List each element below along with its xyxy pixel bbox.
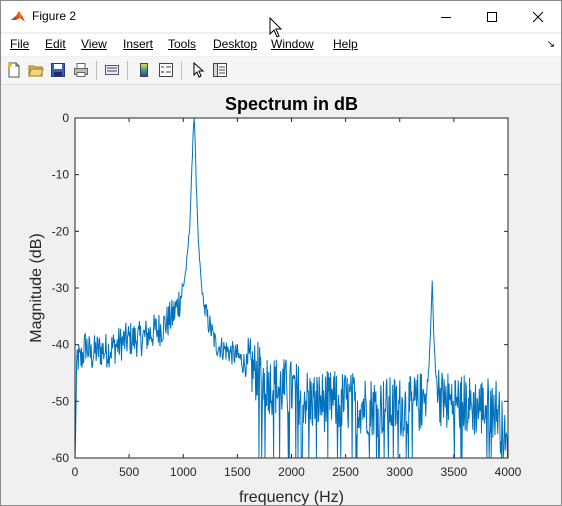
maximize-icon (486, 11, 498, 23)
figure-toolbar (1, 57, 561, 85)
save-button[interactable] (48, 60, 68, 80)
y-tick-label: -30 (52, 281, 70, 295)
menu-help[interactable]: Help (333, 37, 358, 51)
x-tick-label: 4000 (495, 465, 522, 479)
menu-view[interactable]: View (81, 37, 107, 51)
close-button[interactable] (515, 1, 561, 32)
legend-button[interactable] (156, 60, 176, 80)
y-tick-label: -50 (52, 394, 70, 408)
menu-edit[interactable]: Edit (45, 37, 66, 51)
menu-insert[interactable]: Insert (123, 37, 153, 51)
x-tick-label: 1000 (170, 465, 197, 479)
minimize-icon (440, 11, 452, 23)
toolbar-separator (127, 61, 128, 80)
menu-tools[interactable]: Tools (168, 37, 196, 51)
x-tick-label: 1500 (224, 465, 251, 479)
legend-icon (158, 62, 174, 78)
minimize-button[interactable] (423, 1, 469, 32)
menu-file[interactable]: File (10, 37, 29, 51)
figure-canvas[interactable]: 0 500 1000 1500 2000 2500 3000 3500 4000 0 -10 -20 -… (1, 85, 561, 505)
window-title: Figure 2 (32, 9, 76, 23)
y-axis-label: Magnitude (dB) (28, 233, 45, 342)
link-plot-button[interactable] (102, 60, 122, 80)
new-figure-icon (6, 62, 22, 78)
close-icon (532, 11, 544, 23)
edit-plot-button[interactable] (188, 60, 208, 80)
menu-desktop[interactable]: Desktop (213, 37, 257, 51)
link-plot-icon (104, 62, 120, 78)
toolbar-separator (181, 61, 182, 80)
x-tick-label: 2500 (332, 465, 359, 479)
axes-svg[interactable]: 0 500 1000 1500 2000 2500 3000 3500 4000 0 -10 -20 -… (1, 85, 561, 505)
print-icon (73, 62, 89, 78)
matlab-logo-icon (10, 9, 26, 25)
toolbar-separator (96, 61, 97, 80)
x-tick-label: 500 (119, 465, 139, 479)
y-tick-label: 0 (62, 111, 69, 125)
maximize-button[interactable] (469, 1, 515, 32)
y-tick-label: -10 (52, 168, 70, 182)
y-tick-label: -20 (52, 224, 70, 238)
print-button[interactable] (71, 60, 91, 80)
x-tick-label: 3500 (441, 465, 468, 479)
menu-window[interactable]: Window (271, 37, 314, 51)
x-tick-label: 2000 (278, 465, 305, 479)
x-tick-label: 3000 (386, 465, 413, 479)
edit-plot-icon (190, 62, 206, 78)
property-inspector-icon (212, 62, 228, 78)
dock-arrow-icon[interactable]: ↘ (547, 39, 555, 50)
y-tick-label: -60 (52, 451, 70, 465)
chart-title: Spectrum in dB (225, 94, 358, 114)
x-tick-label: 0 (72, 465, 79, 479)
save-icon (50, 62, 66, 78)
colorbar-icon (136, 62, 152, 78)
mouse-cursor-icon (269, 17, 283, 39)
open-file-icon (28, 62, 44, 78)
property-inspector-button[interactable] (210, 60, 230, 80)
y-tick-label: -40 (52, 338, 70, 352)
colorbar-button[interactable] (134, 60, 154, 80)
x-axis-label: frequency (Hz) (239, 489, 344, 505)
new-figure-button[interactable] (4, 60, 24, 80)
open-file-button[interactable] (26, 60, 46, 80)
